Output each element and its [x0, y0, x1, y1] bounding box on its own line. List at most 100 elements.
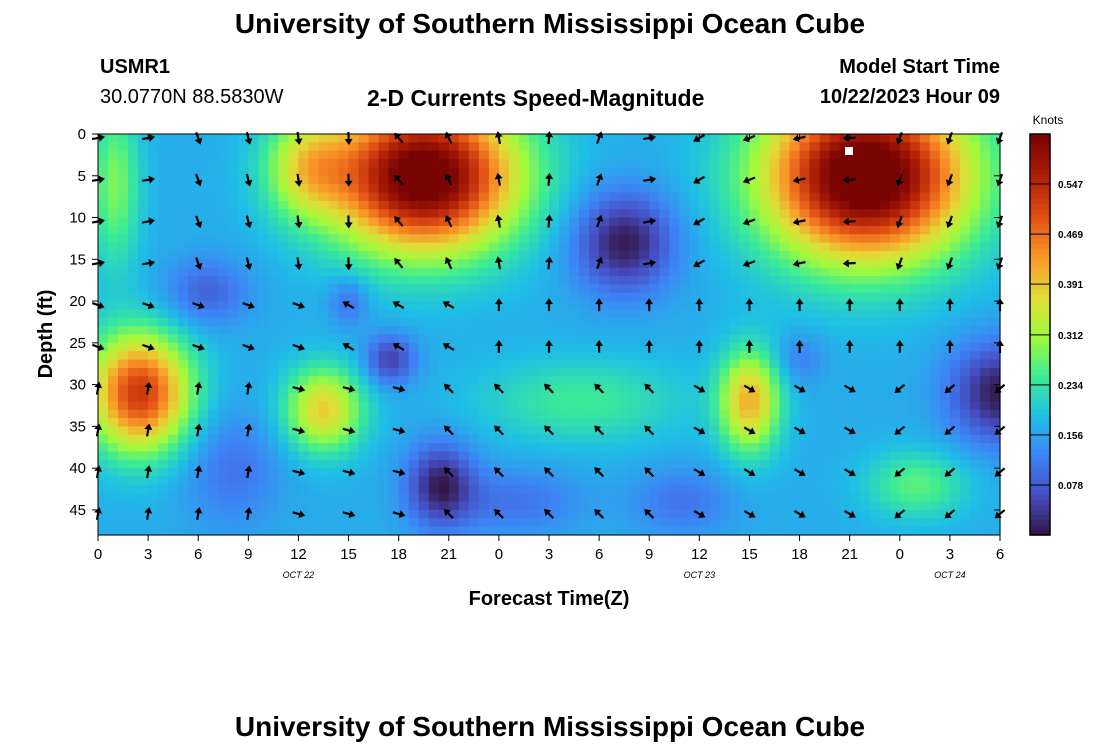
- heatmap-cell: [979, 476, 991, 486]
- heatmap-cell: [609, 392, 620, 402]
- heatmap-cell: [118, 476, 129, 486]
- heatmap-cell: [929, 217, 941, 227]
- heatmap-cell: [569, 284, 580, 294]
- heatmap-cell: [759, 242, 771, 252]
- heatmap-cell: [158, 234, 169, 244]
- heatmap-cell: [899, 351, 911, 361]
- heatmap-cell: [869, 443, 881, 453]
- heatmap-cell: [488, 159, 500, 169]
- current-arrow: [494, 339, 503, 353]
- heatmap-cell: [639, 418, 650, 427]
- heatmap-cell: [859, 484, 871, 494]
- heatmap-cell: [498, 134, 510, 143]
- heatmap-cell: [949, 367, 961, 377]
- heatmap-cell: [579, 426, 590, 436]
- heatmap-cell: [549, 192, 560, 202]
- current-arrow: [292, 426, 306, 435]
- heatmap-cell: [589, 484, 600, 494]
- heatmap-cell: [809, 317, 821, 327]
- heatmap-cell: [488, 301, 500, 311]
- heatmap-cell: [609, 175, 620, 185]
- heatmap-cell: [498, 434, 510, 444]
- heatmap-cell: [208, 526, 219, 536]
- heatmap-cell: [158, 526, 169, 536]
- heatmap-cell: [739, 200, 751, 210]
- heatmap-cell: [939, 359, 951, 369]
- heatmap-cell: [849, 493, 861, 503]
- heatmap-cell: [869, 359, 881, 369]
- heatmap-cell: [458, 200, 470, 210]
- heatmap-cell: [248, 418, 259, 427]
- heatmap-cell: [829, 309, 841, 319]
- heatmap-cell: [118, 326, 129, 336]
- heatmap-cell: [579, 217, 590, 227]
- heatmap-cell: [488, 259, 500, 269]
- heatmap-cell: [869, 493, 881, 503]
- colorbar-swatch: [1030, 344, 1050, 351]
- heatmap-cell: [589, 342, 600, 352]
- heatmap-cell: [609, 409, 620, 419]
- heatmap-cell: [849, 142, 861, 152]
- current-arrow: [94, 465, 103, 479]
- heatmap-cell: [208, 175, 219, 185]
- heatmap-cell: [829, 225, 841, 235]
- heatmap-cell: [629, 175, 640, 185]
- heatmap-cell: [919, 284, 931, 294]
- heatmap-cell: [789, 301, 801, 311]
- heatmap-cell: [258, 526, 269, 536]
- heatmap-cell: [278, 351, 290, 361]
- heatmap-cell: [478, 225, 490, 235]
- heatmap-cell: [528, 159, 540, 169]
- heatmap-cell: [689, 225, 700, 235]
- heatmap-cell: [919, 501, 931, 511]
- current-arrow: [344, 173, 353, 187]
- heatmap-cell: [398, 234, 410, 244]
- heatmap-cell: [639, 200, 650, 210]
- heatmap-cell: [969, 351, 981, 361]
- heatmap-cell: [358, 367, 370, 377]
- heatmap-cell: [979, 526, 991, 536]
- heatmap-cell: [248, 184, 259, 194]
- heatmap-cell: [518, 443, 530, 453]
- colorbar-tick-label: 0.156: [1058, 431, 1083, 442]
- heatmap-cell: [909, 334, 921, 344]
- heatmap-cell: [98, 334, 109, 344]
- heatmap-cell: [579, 443, 590, 453]
- heatmap-cell: [559, 351, 570, 361]
- heatmap-cell: [498, 209, 510, 219]
- heatmap-cell: [118, 242, 129, 252]
- heatmap-cell: [198, 217, 209, 227]
- heatmap-cell: [398, 134, 410, 143]
- heatmap-cell: [248, 225, 259, 235]
- heatmap-cell: [659, 459, 670, 469]
- heatmap-cell: [579, 242, 590, 252]
- heatmap-cell: [118, 392, 129, 402]
- heatmap-cell: [939, 284, 951, 294]
- heatmap-cell: [538, 484, 550, 494]
- heatmap-cell: [518, 192, 530, 202]
- heatmap-cell: [348, 242, 360, 252]
- heatmap-cell: [138, 167, 149, 177]
- heatmap-cell: [859, 326, 871, 336]
- heatmap-cell: [258, 209, 269, 219]
- heatmap-cell: [619, 434, 630, 444]
- heatmap-cell: [649, 209, 660, 219]
- heatmap-cell: [538, 200, 550, 210]
- heatmap-cell: [749, 484, 761, 494]
- heatmap-cell: [599, 276, 610, 285]
- heatmap-cell: [979, 175, 991, 185]
- colorbar-swatch: [1030, 259, 1050, 265]
- heatmap-cell: [559, 192, 570, 202]
- heatmap-cell: [889, 426, 901, 436]
- heatmap-cell: [108, 175, 119, 185]
- heatmap-cell: [358, 175, 370, 185]
- heatmap-cell: [979, 309, 991, 319]
- heatmap-cell: [829, 409, 841, 419]
- heatmap-cell: [368, 150, 380, 160]
- heatmap-cell: [679, 409, 690, 419]
- heatmap-cell: [278, 192, 290, 202]
- heatmap-cell: [769, 484, 781, 494]
- heatmap-cell: [178, 459, 189, 469]
- heatmap-cell: [398, 301, 410, 311]
- heatmap-cell: [318, 217, 330, 227]
